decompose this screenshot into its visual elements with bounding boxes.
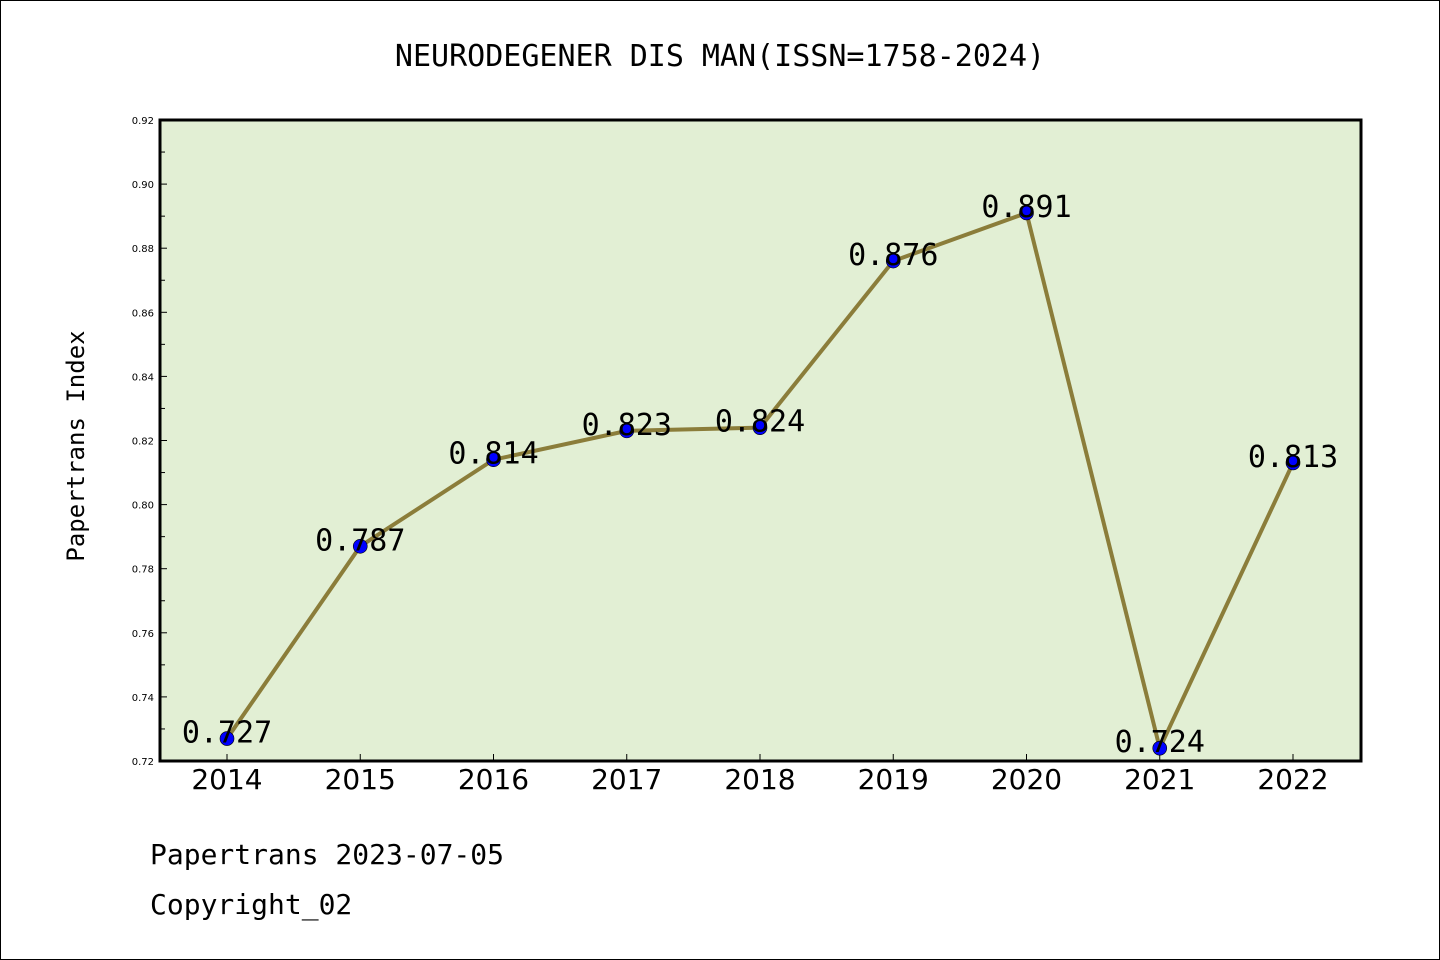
y-tick-label: 0.74 [132, 693, 154, 704]
y-tick-label: 0.90 [132, 180, 154, 191]
data-label: 0.824 [715, 405, 805, 440]
y-axis: 0.72 0.74 0.76 0.78 0.80 0.82 0.84 0.86 0.88 0.90… [132, 116, 167, 768]
x-tick-label: 2016 [458, 763, 529, 796]
y-axis-label: Papertrans Index [62, 330, 90, 561]
footer-copyright: Copyright_02 [150, 888, 352, 922]
data-label: 0.813 [1248, 440, 1338, 475]
y-tick-label: 0.82 [132, 437, 154, 448]
x-tick-label: 2018 [724, 763, 795, 796]
data-label: 0.727 [182, 716, 272, 751]
chart-title: NEURODEGENER DIS MAN(ISSN=1758-2024) [395, 39, 1045, 74]
data-point [219, 731, 235, 746]
data-point [352, 538, 368, 554]
y-tick-label: 0.88 [132, 244, 154, 255]
x-tick-label: 2015 [325, 763, 396, 796]
data-point [619, 423, 635, 439]
data-point [885, 253, 901, 269]
x-tick-label: 2020 [991, 763, 1062, 796]
data-point [1285, 455, 1301, 471]
data-point [1019, 205, 1034, 221]
x-tick-label: 2014 [191, 763, 262, 796]
y-tick-label: 0.72 [132, 757, 154, 768]
data-label: 0.823 [582, 408, 672, 443]
data-labels: 0.727 0.787 0.814 0.823 0.824 0.876 0.891 0.724… [182, 190, 1338, 760]
y-tick-label: 0.78 [132, 565, 154, 576]
x-tick-label: 2019 [858, 763, 929, 796]
data-label: 0.787 [315, 523, 405, 558]
x-tick-label: 2021 [1124, 763, 1195, 796]
y-tick-label: 0.76 [132, 629, 154, 640]
y-tick-label: 0.84 [132, 372, 154, 383]
plot-area [158, 118, 1363, 763]
y-tick-label: 0.80 [132, 501, 154, 512]
footer-date: Papertrans 2023-07-05 [150, 838, 504, 871]
y-tick-label: 0.92 [132, 116, 154, 127]
data-point [486, 452, 501, 468]
data-point [752, 420, 768, 435]
y-tick-label: 0.86 [132, 308, 154, 319]
data-label: 0.724 [1115, 725, 1205, 760]
data-points [219, 205, 1301, 756]
x-axis: 2014 2015 2016 2017 2018 2019 2020 2021 2022 [191, 754, 1329, 796]
x-tick-label: 2022 [1257, 763, 1328, 796]
data-label: 0.814 [448, 437, 538, 472]
data-point [1152, 740, 1168, 756]
data-label: 0.876 [848, 238, 938, 273]
x-tick-label: 2017 [591, 763, 662, 796]
data-label: 0.891 [981, 190, 1071, 225]
